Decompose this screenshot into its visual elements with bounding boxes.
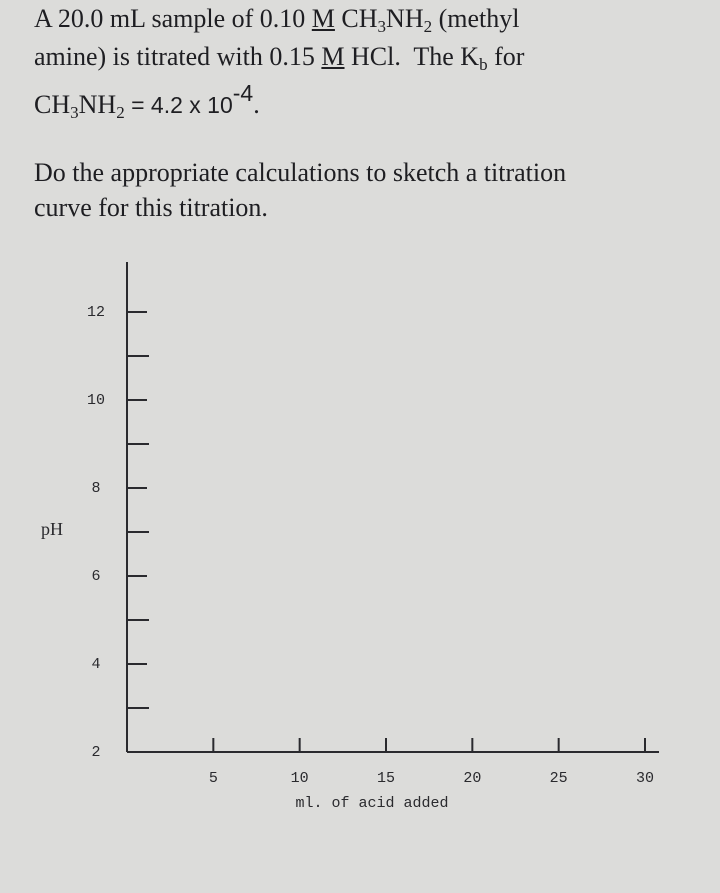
text: NH bbox=[78, 90, 117, 119]
text: HCl. The K bbox=[344, 42, 480, 71]
text: CH bbox=[34, 90, 71, 119]
y-tick-label: 10 bbox=[87, 392, 105, 409]
x-tick-label: 20 bbox=[463, 770, 481, 787]
subscript: b bbox=[479, 55, 488, 74]
text: = 4.2 x 10 bbox=[124, 92, 233, 118]
text: amine) is titrated with 0.15 bbox=[34, 42, 322, 71]
y-tick-label: 12 bbox=[87, 304, 105, 321]
superscript: -4 bbox=[232, 80, 254, 106]
x-tick-label: 25 bbox=[550, 770, 568, 787]
subscript: 2 bbox=[423, 17, 433, 36]
text: for bbox=[487, 42, 525, 71]
y-tick-label: 8 bbox=[91, 480, 100, 497]
problem-line: amine) is titrated with 0.15 M HCl. The … bbox=[34, 42, 525, 74]
x-tick-label: 5 bbox=[209, 770, 218, 787]
y-tick-label: 2 bbox=[91, 744, 100, 761]
subscript: 3 bbox=[377, 17, 387, 36]
problem-line: A 20.0 mL sample of 0.10 M CH3NH2 (methy… bbox=[34, 4, 520, 36]
subscript: 3 bbox=[70, 103, 79, 122]
text: M bbox=[311, 4, 335, 33]
y-tick-label: 6 bbox=[91, 568, 100, 585]
y-tick-label: 4 bbox=[91, 656, 100, 673]
x-tick-label: 30 bbox=[636, 770, 654, 787]
subscript: 2 bbox=[116, 103, 125, 122]
instruction-line: curve for this titration. bbox=[34, 193, 268, 222]
x-tick-label: 10 bbox=[291, 770, 309, 787]
y-axis-label: pH bbox=[41, 519, 63, 539]
x-tick-label: 15 bbox=[377, 770, 395, 787]
x-axis-label: ml. of acid added bbox=[295, 795, 448, 812]
problem-line: CH3NH2 = 4.2 x 10-4. bbox=[34, 80, 260, 122]
text: NH bbox=[386, 4, 424, 33]
instruction-line: Do the appropriate calculations to sketc… bbox=[34, 158, 567, 187]
text: A 20.0 mL sample of 0.10 bbox=[34, 4, 312, 33]
text: (methyl bbox=[432, 4, 520, 33]
text: . bbox=[253, 90, 260, 119]
text: CH bbox=[334, 4, 378, 33]
text: M bbox=[321, 42, 345, 71]
